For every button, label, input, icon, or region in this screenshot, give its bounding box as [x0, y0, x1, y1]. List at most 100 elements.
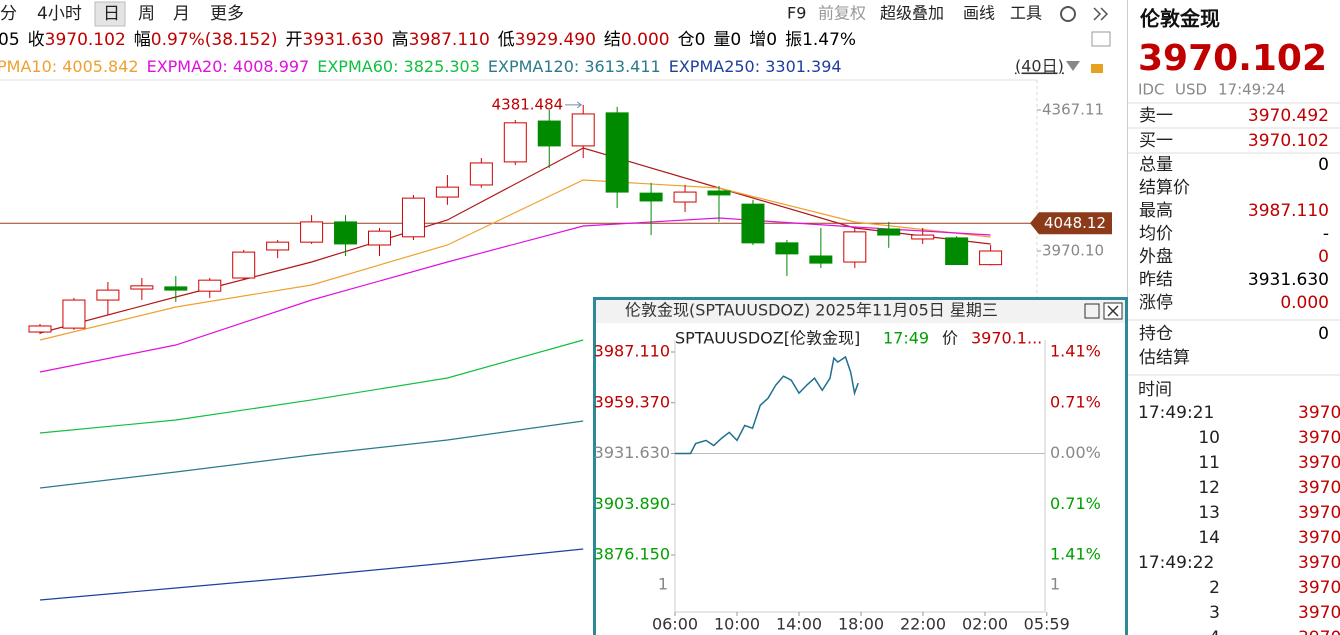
candle-body	[300, 221, 324, 243]
quote-label: 05	[0, 30, 20, 50]
candle-body	[537, 120, 561, 147]
candle-body	[571, 113, 595, 147]
trade-price: 3970	[1298, 553, 1340, 573]
toolbar-button[interactable]: F9	[787, 4, 806, 23]
quote-label: 增	[749, 30, 766, 50]
main-chart: 4367.11 3970.10 4048.12 4381.484	[0, 95, 1112, 601]
trade-time: 3	[1209, 603, 1220, 623]
indicator: EXPMA250: 3301.394	[669, 57, 842, 76]
pct-label: 0.71%	[1050, 392, 1101, 411]
trade-price: 3970	[1298, 453, 1340, 473]
trade-time: 10	[1198, 428, 1220, 448]
row-label: 最高	[1139, 201, 1173, 221]
trade-price: 3970	[1298, 603, 1340, 623]
period-tab[interactable]: 月	[173, 4, 190, 24]
indicator: EXPMA60: 3825.303	[317, 57, 480, 76]
toolbar-button[interactable]: 工具	[1010, 4, 1042, 23]
period-tab[interactable]: 分	[0, 4, 17, 24]
row-value: 3970.492	[1248, 106, 1329, 126]
x-tick-label: 22:00	[900, 615, 946, 634]
candle-body	[401, 197, 425, 238]
pct-label: 0.71%	[1050, 494, 1101, 513]
quote-value: 3987.110	[409, 30, 490, 50]
period-tab[interactable]: 周	[138, 4, 155, 24]
trade-price: 3970	[1298, 528, 1340, 548]
candle-body	[198, 279, 222, 292]
trade-price: 3970	[1298, 428, 1340, 448]
trade-price: 3970	[1298, 578, 1340, 598]
high-arrow	[565, 101, 583, 109]
quote-value: 0	[695, 30, 706, 50]
popup: 伦敦金现(SPTAUUSDOZ) 2025年11月05日 星期三 SPTAUUSD…	[593, 297, 1128, 635]
quote-label: 收	[28, 30, 45, 50]
period-selector[interactable]: (40日)	[1015, 57, 1064, 76]
quote-info: USD	[1175, 81, 1207, 99]
quote-value: 0	[766, 30, 777, 50]
period-tab[interactable]: 日	[103, 4, 120, 24]
pct-label: 1.41%	[1050, 342, 1101, 361]
trade-time: 12	[1198, 478, 1220, 498]
trade-time: 14	[1198, 528, 1220, 548]
trade-price: 3970	[1298, 478, 1340, 498]
candle-body	[639, 192, 663, 202]
popup-price-label: 价	[942, 329, 958, 348]
candle-body	[945, 237, 969, 266]
row-value: -	[1323, 224, 1329, 244]
toolbar-button[interactable]: 画线	[963, 4, 995, 23]
toolbar-button[interactable]: 前复权	[818, 4, 866, 23]
candle-body	[164, 286, 188, 291]
ma-line	[39, 420, 584, 489]
y-tick-label: 3903.890	[594, 494, 670, 513]
candle-body	[62, 299, 86, 329]
wp-icon	[1091, 31, 1111, 47]
row-value: 3970.102	[1248, 131, 1329, 151]
maximize-button[interactable]	[1084, 303, 1100, 319]
close-icon	[1107, 305, 1119, 317]
high-annotation: 4381.484	[492, 95, 564, 113]
candle-body	[96, 289, 120, 301]
row-value: 0.000	[1280, 293, 1329, 313]
popup-title: 伦敦金现(SPTAUUSDOZ) 2025年11月05日 星期三	[625, 301, 998, 320]
x-tick-label: 02:00	[962, 615, 1008, 634]
row-label: 外盘	[1139, 247, 1173, 267]
row-value: 3931.630	[1248, 270, 1329, 290]
row-label: 卖一	[1139, 106, 1173, 126]
row-label: 估结算	[1139, 348, 1190, 368]
quote-value: 3929.490	[515, 30, 596, 50]
quote-label: 仓	[678, 30, 695, 50]
quote-label: 量	[713, 30, 730, 50]
popup-titlebar	[596, 300, 1125, 323]
expand-icon[interactable]	[1093, 7, 1109, 21]
popup-frame	[593, 297, 1128, 635]
y-tick-label: 3987.110	[594, 342, 670, 361]
ma-line	[39, 548, 584, 601]
candle-body	[843, 231, 867, 263]
quote-label: 低	[498, 30, 515, 50]
period-tab[interactable]: 4小时	[37, 4, 82, 24]
header: 分 4小时 日周月更多 F9 前复权 超级叠加 画线 工具 05 收3970.102 幅0.97%(…	[0, 4, 1111, 76]
scale-label: 1	[1050, 575, 1060, 594]
trades-title: 时间	[1138, 380, 1172, 400]
indicator-line: PMA10: 4005.842 EXPMA20: 4008.997 EXPMA60:…	[0, 57, 842, 76]
row-label: 结算价	[1139, 178, 1190, 198]
trade-time: 4	[1209, 628, 1220, 635]
sidebar: 伦敦金现 3970.102 IDC USD 17:49:24 卖一 3970.492 买一 39…	[1128, 7, 1340, 635]
indicator: EXPMA120: 3613.411	[488, 57, 661, 76]
marker-box	[1030, 212, 1112, 235]
instrument-name: 伦敦金现	[1140, 7, 1220, 31]
candle-body	[809, 255, 833, 264]
ma-line	[39, 217, 991, 373]
settings-icon[interactable]	[1060, 6, 1076, 22]
candle-body	[232, 251, 256, 279]
indicator: PMA10: 4005.842	[0, 57, 139, 76]
toolbar-button[interactable]: 超级叠加	[880, 4, 944, 23]
x-tick-label: 18:00	[838, 615, 884, 634]
row-value: 3987.110	[1248, 201, 1329, 221]
candle-body	[503, 122, 527, 163]
trade-price: 3970	[1298, 503, 1340, 523]
candle-body	[469, 162, 493, 186]
active-tab-bg	[94, 1, 126, 27]
period-tab[interactable]: 更多	[210, 4, 244, 24]
